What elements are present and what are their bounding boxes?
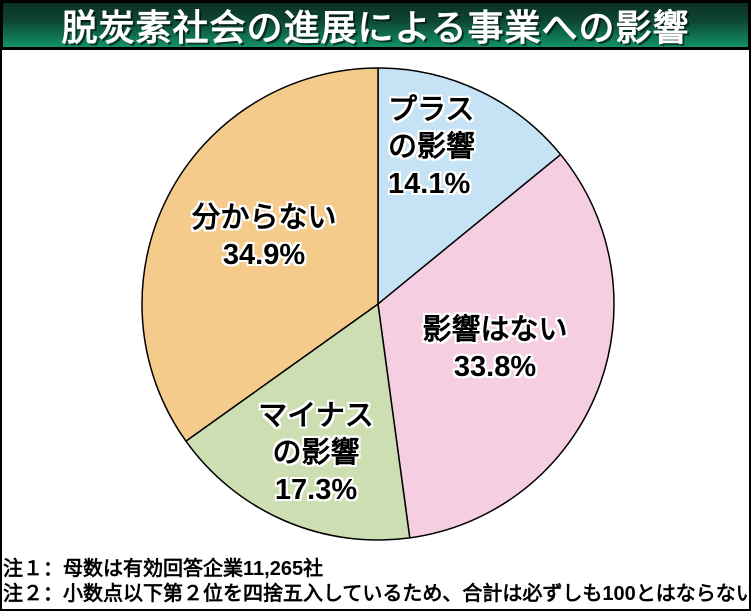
- pie-slice-minus: [185, 303, 411, 541]
- pie-slice-none: [377, 153, 615, 539]
- footnote-1: 注１：母数は有効回答企業11,265社: [3, 558, 324, 580]
- footnote-2: 注２：小数点以下第２位を四捨五入しているため、合計は必ずしも100とはならない: [3, 583, 751, 605]
- chart-title: 脱炭素社会の進展による事業への影響: [61, 7, 690, 48]
- pie-label-minus: マイナス の影響 17.3%: [258, 400, 374, 506]
- pie-label-plus: プラス の影響 14.1%: [388, 94, 476, 200]
- pie-label-unknown: 分からない 34.9%: [191, 202, 337, 271]
- pie-label-none: 影響はない 33.8%: [422, 314, 568, 383]
- pie-slice-plus: [377, 67, 562, 305]
- chart-title-bar: 脱炭素社会の進展による事業への影響: [0, 0, 751, 50]
- pie-slice-unknown: [141, 67, 379, 442]
- footnotes: 注１：母数は有効回答企業11,265社 注２：小数点以下第２位を四捨五入している…: [3, 557, 751, 607]
